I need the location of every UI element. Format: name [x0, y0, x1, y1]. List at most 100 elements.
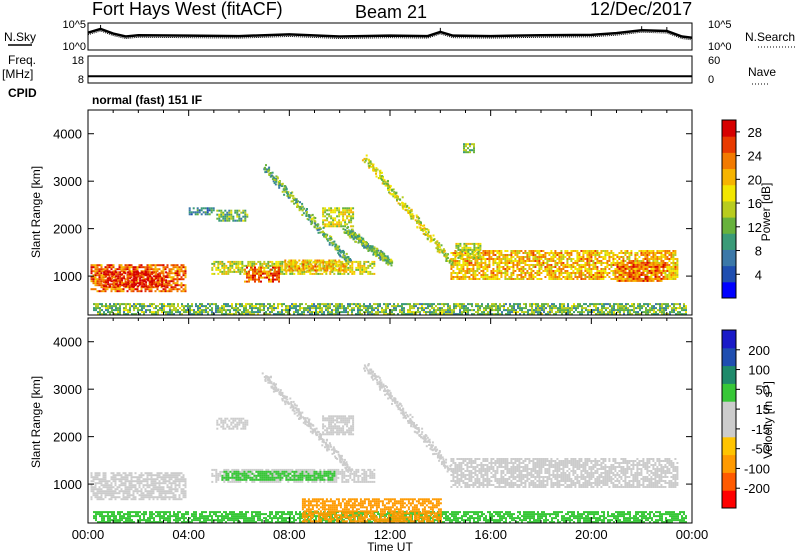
range-gate-cell — [151, 264, 153, 266]
range-gate-cell — [515, 309, 517, 311]
range-gate-cell — [105, 268, 107, 270]
range-gate-cell — [338, 211, 340, 213]
range-gate-cell — [552, 274, 554, 276]
range-gate-cell — [463, 147, 465, 149]
range-gate-cell — [139, 305, 141, 307]
range-gate-cell — [342, 209, 344, 211]
range-gate-cell — [325, 273, 327, 275]
range-gate-cell — [502, 266, 504, 268]
range-gate-cell — [336, 209, 338, 211]
range-gate-cell — [159, 309, 161, 311]
range-gate-cell — [385, 311, 387, 313]
range-gate-cell — [479, 255, 481, 257]
range-gate-cell — [119, 264, 121, 266]
range-gate-cell — [437, 303, 439, 305]
range-gate-cell — [512, 256, 514, 258]
range-gate-cell — [215, 269, 217, 271]
range-gate-cell — [409, 305, 411, 307]
range-gate-cell — [159, 264, 161, 266]
range-gate-cell — [340, 211, 342, 213]
range-gate-cell — [332, 223, 334, 225]
range-gate-cell — [623, 280, 625, 282]
range-gate-cell — [477, 309, 479, 311]
range-gate-cell — [621, 264, 623, 266]
range-gate-cell — [558, 268, 560, 270]
range-gate-cell — [281, 261, 283, 263]
range-gate-cell — [228, 214, 230, 216]
range-gate-cell — [550, 268, 552, 270]
range-gate-cell — [173, 307, 175, 309]
range-gate-cell — [107, 311, 109, 313]
range-gate-cell — [540, 254, 542, 256]
range-gate-cell — [117, 277, 119, 279]
range-gate-cell — [330, 260, 332, 262]
range-gate-cell — [477, 305, 479, 307]
range-gate-cell — [365, 309, 367, 311]
range-gate-cell — [235, 263, 237, 265]
range-gate-cell — [181, 266, 183, 268]
range-gate-cell — [657, 270, 659, 272]
range-gate-cell — [653, 305, 655, 307]
range-gate-cell — [363, 269, 365, 271]
range-gate-cell — [326, 217, 328, 219]
range-gate-cell — [264, 271, 266, 273]
range-gate-cell — [165, 268, 167, 270]
range-gate-cell — [267, 265, 269, 267]
range-gate-cell — [109, 285, 111, 287]
range-gate-cell — [670, 266, 672, 268]
range-gate-cell — [266, 271, 268, 273]
range-gate-cell — [576, 264, 578, 266]
range-gate-cell — [586, 276, 588, 278]
range-gate-cell — [133, 277, 135, 279]
range-gate-cell — [242, 210, 244, 212]
range-gate-cell — [645, 311, 647, 313]
range-gate-cell — [191, 305, 193, 307]
range-gate-cell — [625, 264, 627, 266]
range-gate-cell — [480, 270, 482, 272]
range-gate-cell — [550, 250, 552, 252]
range-gate-cell — [645, 280, 647, 282]
range-gate-cell — [515, 303, 517, 305]
range-gate-cell — [562, 262, 564, 264]
range-gate-cell — [167, 303, 169, 305]
range-gate-cell — [235, 261, 237, 263]
range-gate-cell — [260, 267, 262, 269]
range-gate-cell — [575, 307, 577, 309]
range-gate-cell — [464, 254, 466, 256]
range-gate-cell — [471, 249, 473, 251]
range-gate-cell — [670, 256, 672, 258]
range-gate-cell — [614, 270, 616, 272]
range-gate-cell — [326, 209, 328, 211]
range-gate-cell — [394, 195, 396, 197]
range-gate-cell — [534, 266, 536, 268]
range-gate-cell — [532, 256, 534, 258]
range-gate-cell — [169, 303, 171, 305]
range-gate-cell — [679, 311, 681, 313]
range-gate-cell — [536, 258, 538, 260]
range-gate-cell — [619, 268, 621, 270]
range-gate-cell — [135, 303, 137, 305]
range-gate-cell — [646, 250, 648, 252]
range-gate-cell — [580, 258, 582, 260]
range-gate-cell — [266, 275, 268, 277]
range-gate-cell — [479, 245, 481, 247]
range-gate-cell — [240, 220, 242, 222]
range-gate-cell — [496, 278, 498, 280]
range-gate-cell — [550, 260, 552, 262]
range-gate-cell — [590, 252, 592, 254]
range-gate-cell — [369, 265, 371, 267]
range-gate-cell — [645, 264, 647, 266]
range-gate-cell — [260, 269, 262, 271]
range-gate-cell — [139, 277, 141, 279]
range-gate-cell — [468, 260, 470, 262]
range-gate-cell — [530, 278, 532, 280]
range-gate-cell — [631, 303, 633, 305]
range-gate-cell — [393, 303, 395, 305]
range-gate-cell — [111, 273, 113, 275]
range-gate-cell — [653, 307, 655, 309]
range-gate-cell — [149, 271, 151, 273]
range-gate-cell — [288, 268, 290, 270]
range-gate-cell — [359, 267, 361, 269]
range-gate-cell — [371, 267, 373, 269]
range-gate-cell — [511, 311, 513, 313]
